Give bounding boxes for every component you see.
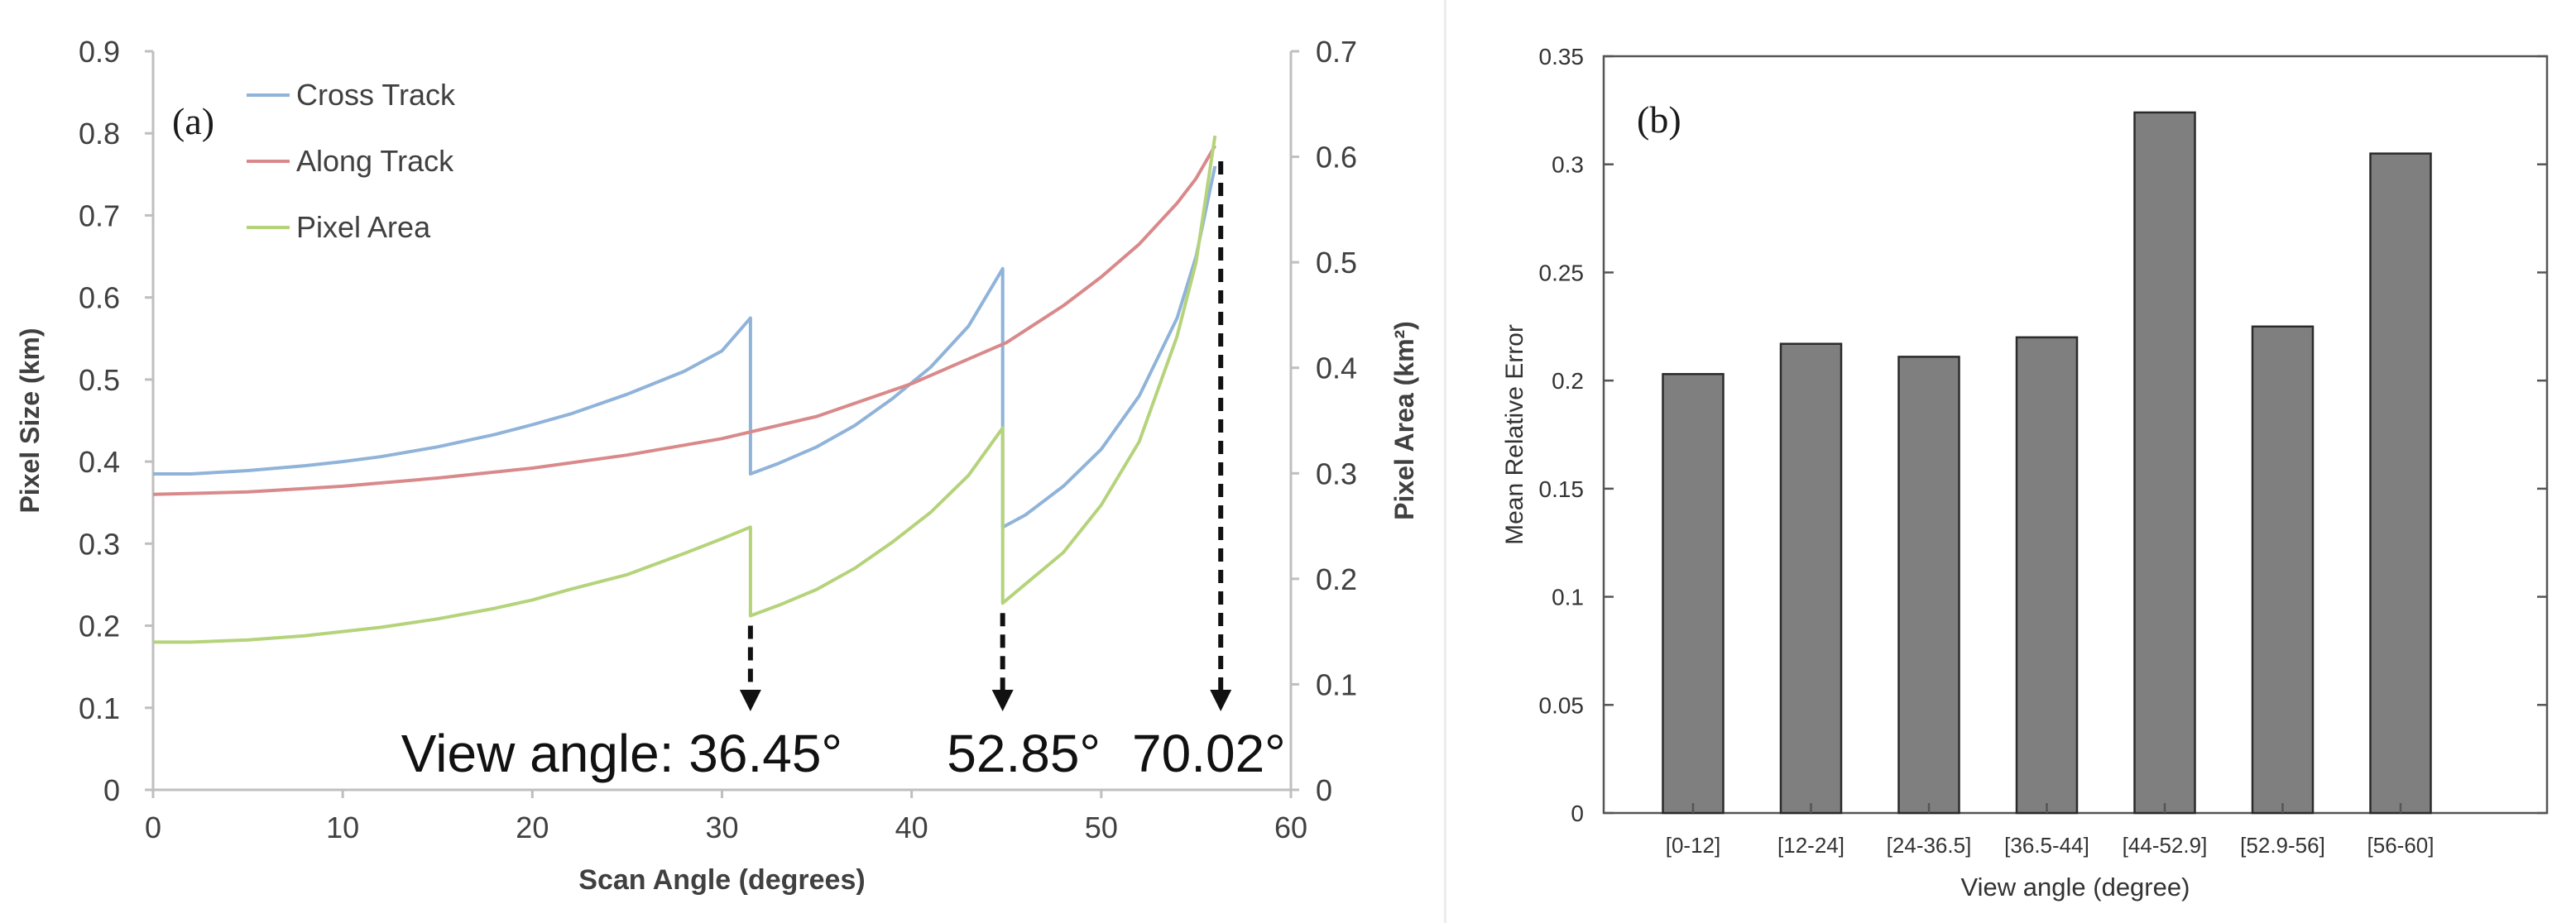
- chart-b-y-tick-label: 0.1: [1552, 585, 1584, 610]
- chart-a-x-tick-label: 60: [1274, 811, 1307, 844]
- chart-b-x-axis-title: View angle (degree): [1961, 873, 2190, 901]
- chart-b-x-tick-label: [24-36.5]: [1887, 833, 1972, 858]
- chart-b: 0 0.05 0.1 0.15 0.2 0.25 0.3 0.35 [0-12] [12-24] […: [1501, 44, 2549, 901]
- chart-a-y-tick-label-left: 0.3: [79, 527, 120, 561]
- chart-a-legend-label: Pixel Area: [296, 210, 431, 244]
- chart-a-panel-label: (a): [172, 100, 214, 142]
- chart-a-y-tick-label-left: 0.1: [79, 691, 120, 725]
- chart-a-y-tick-label-right: 0.2: [1316, 562, 1357, 596]
- chart-b-y-tick-label: 0.25: [1539, 260, 1585, 285]
- chart-b-x-tick-label: [0-12]: [1666, 833, 1721, 858]
- chart-b-bar: [2015, 336, 2079, 815]
- chart-a-y-tick-label-left: 0.7: [79, 198, 120, 232]
- chart-a-y-tick-label-left: 0.8: [79, 117, 120, 151]
- chart-a-y-tick-label-left: 0.2: [79, 610, 120, 643]
- chart-b-bar: [1662, 373, 1725, 815]
- chart-a-y-tick-label-right: 0: [1316, 773, 1332, 807]
- chart-a-y-tick-label-left: 0.4: [79, 445, 120, 479]
- chart-b-y-tick-label: 0.3: [1552, 152, 1584, 178]
- chart-b-y-tick-label: 0: [1571, 801, 1584, 826]
- chart-b-x-tick-label: [36.5-44]: [2004, 833, 2089, 858]
- chart-b-x-tick-label: [52.9-56]: [2240, 833, 2325, 858]
- chart-a-x-tick-label: 0: [145, 811, 161, 844]
- chart-a-y-tick-label-right: 0.1: [1316, 667, 1357, 701]
- chart-a: 0 10 20 30 40 50 60 0 0.1 0.2 0.3 0.4 0.5 0.6 0.7 0.8 0.…: [15, 35, 1419, 896]
- chart-a-x-tick-label: 50: [1085, 811, 1118, 844]
- chart-b-y-tick-label: 0.35: [1539, 44, 1585, 69]
- chart-b-x-tick-label: [56-60]: [2367, 833, 2434, 858]
- chart-a-series-line: [153, 165, 1217, 529]
- chart-a-x-tick-label: 10: [326, 811, 359, 844]
- chart-b-y-axis-title: Mean Relative Error: [1501, 324, 1528, 545]
- chart-b-y-tick-label: 0.15: [1539, 476, 1585, 502]
- chart-a-view-angle-arrowhead: [1210, 690, 1232, 711]
- chart-a-series-line: [152, 145, 1217, 496]
- chart-a-annotation: 52.85°: [947, 724, 1101, 783]
- chart-b-x-tick-label: [44-52.9]: [2123, 833, 2208, 858]
- chart-a-y-axis-title-right: Pixel Area (km²): [1389, 321, 1419, 520]
- chart-b-panel-label: (b): [1637, 98, 1681, 141]
- chart-a-y-tick-label-right: 0.4: [1316, 352, 1357, 385]
- chart-a-view-angle-arrowhead: [991, 690, 1014, 711]
- chart-b-bar: [1779, 342, 1843, 815]
- chart-a-y-tick-label-left: 0.5: [79, 363, 120, 397]
- chart-a-annotation: View angle: 36.45°: [401, 724, 842, 783]
- chart-a-y-axis-title-left: Pixel Size (km): [15, 328, 45, 513]
- chart-a-view-angle-arrowhead: [739, 690, 761, 711]
- chart-a-y-tick-label-right: 0.6: [1316, 141, 1357, 175]
- chart-a-y-tick-label-left: 0.9: [79, 35, 120, 69]
- chart-a-y-tick-label-right: 0.7: [1316, 35, 1357, 69]
- chart-b-y-tick-label: 0.05: [1539, 692, 1585, 718]
- chart-a-legend-label: Along Track: [296, 144, 454, 178]
- chart-a-series-line: [153, 135, 1217, 644]
- chart-a-x-tick-label: 30: [705, 811, 738, 844]
- chart-a-x-tick-label: 40: [895, 811, 928, 844]
- chart-b-y-tick-label: 0.2: [1552, 368, 1584, 394]
- panel-divider: [1444, 0, 1446, 923]
- chart-a-x-axis-title: Scan Angle (degrees): [578, 864, 865, 896]
- chart-b-x-tick-label: [12-24]: [1777, 833, 1844, 858]
- chart-a-legend-label: Cross Track: [296, 78, 456, 112]
- chart-a-x-tick-label: 20: [516, 811, 549, 844]
- chart-b-bar: [2133, 111, 2196, 815]
- chart-a-annotation: 70.02°: [1132, 724, 1286, 783]
- chart-b-bar: [1897, 356, 1960, 815]
- chart-b-bar: [2369, 152, 2432, 815]
- chart-a-y-tick-label-left: 0: [103, 773, 120, 807]
- chart-b-bar: [2251, 325, 2315, 815]
- chart-a-y-tick-label-left: 0.6: [79, 281, 120, 315]
- chart-a-y-tick-label-right: 0.5: [1316, 246, 1357, 280]
- chart-a-y-tick-label-right: 0.3: [1316, 457, 1357, 490]
